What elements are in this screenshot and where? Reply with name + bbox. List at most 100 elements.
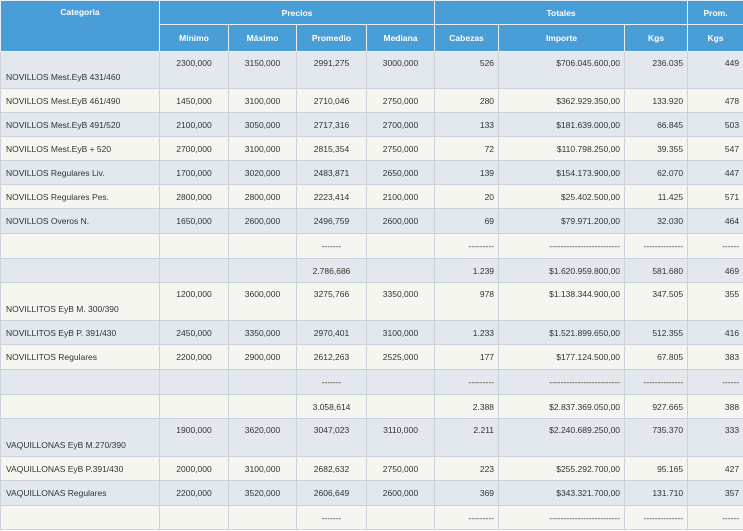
cell-importe: $110.798.250,00 bbox=[498, 136, 626, 161]
cell-promedio: ------- bbox=[296, 233, 367, 259]
cell-cabezas: 369 bbox=[434, 480, 500, 506]
cell-categoria: VAQUILLONAS EyB M.270/390 bbox=[0, 418, 160, 457]
cell-cabezas: 72 bbox=[434, 136, 500, 161]
cell-minimo: 2300,000 bbox=[159, 51, 229, 89]
cell-minimo: 2800,000 bbox=[159, 184, 229, 209]
cell-minimo: 1450,000 bbox=[159, 88, 229, 113]
cell-importe: ------------------------- bbox=[498, 505, 626, 530]
cell-importe: $1.620.959.800,00 bbox=[498, 258, 626, 283]
cell-mediana: 2700,000 bbox=[365, 112, 436, 137]
cell-promedio: 2.786,686 bbox=[296, 258, 367, 283]
cell-prom-kgs: 383 bbox=[687, 344, 743, 370]
cell-maximo: 3600,000 bbox=[228, 282, 297, 321]
cell-prom-kgs: ------ bbox=[687, 233, 743, 259]
cell-importe: $362.929.350,00 bbox=[498, 88, 626, 113]
cell-cabezas: 1.233 bbox=[434, 320, 500, 345]
cell-categoria: NOVILLOS Regulares Liv. bbox=[0, 160, 160, 185]
cell-maximo bbox=[228, 369, 297, 395]
cell-categoria: NOVILLOS Mest.EyB 461/490 bbox=[0, 88, 160, 113]
cell-prom-kgs: 478 bbox=[687, 88, 743, 113]
cell-maximo: 3050,000 bbox=[228, 112, 297, 137]
cell-promedio: 3.058,614 bbox=[296, 394, 367, 419]
cell-promedio: 2991,275 bbox=[296, 51, 367, 89]
table-row: NOVILLOS Mest.EyB 491/520 2100,000 3050,00… bbox=[0, 112, 743, 137]
cell-maximo: 3100,000 bbox=[228, 456, 297, 481]
cell-importe: $79.971.200,00 bbox=[498, 208, 626, 234]
cell-mediana: 2600,000 bbox=[365, 208, 436, 234]
cell-minimo: 1650,000 bbox=[159, 208, 229, 234]
cell-mediana: 3000,000 bbox=[365, 51, 436, 89]
cell-kgs: 11.425 bbox=[624, 184, 689, 209]
cell-prom-kgs: 388 bbox=[687, 394, 743, 419]
cell-categoria bbox=[0, 505, 160, 530]
cell-maximo: 3100,000 bbox=[228, 88, 297, 113]
table-row: ------- --------- ------------------------… bbox=[0, 369, 743, 395]
cell-minimo: 2100,000 bbox=[159, 112, 229, 137]
cell-maximo: 3520,000 bbox=[228, 480, 297, 506]
cell-cabezas: 2.388 bbox=[434, 394, 500, 419]
table-row: VAQUILLONAS EyB P.391/430 2000,000 3100,00… bbox=[0, 456, 743, 481]
cell-kgs: 512.355 bbox=[624, 320, 689, 345]
table-row: NOVILLOS Overos N. 1650,000 2600,000 2496,7… bbox=[0, 208, 743, 234]
cell-promedio: 2612,263 bbox=[296, 344, 367, 370]
cell-kgs: -------------- bbox=[624, 233, 689, 259]
cell-prom-kgs: ------ bbox=[687, 505, 743, 530]
header-mediana: Mediana bbox=[365, 24, 436, 52]
cell-promedio: 2606,649 bbox=[296, 480, 367, 506]
cell-mediana bbox=[365, 258, 436, 283]
cell-cabezas: --------- bbox=[434, 233, 500, 259]
cell-minimo: 1700,000 bbox=[159, 160, 229, 185]
cell-promedio: 2223,414 bbox=[296, 184, 367, 209]
cell-promedio: 2496,759 bbox=[296, 208, 367, 234]
cell-importe: ------------------------- bbox=[498, 369, 626, 395]
cell-kgs: 347.505 bbox=[624, 282, 689, 321]
cell-kgs: 133.920 bbox=[624, 88, 689, 113]
cell-maximo: 3150,000 bbox=[228, 51, 297, 89]
table-row: NOVILLITOS EyB P. 391/430 2450,000 3350,00… bbox=[0, 320, 743, 345]
cell-prom-kgs: 355 bbox=[687, 282, 743, 321]
header-cabezas: Cabezas bbox=[434, 24, 500, 52]
header-promedio: Promedio bbox=[296, 24, 367, 52]
table-body: NOVILLOS Mest.EyB 431/460 2300,000 3150,00… bbox=[0, 51, 743, 530]
cell-prom-kgs: 333 bbox=[687, 418, 743, 457]
cell-minimo: 1900,000 bbox=[159, 418, 229, 457]
cell-importe: $1.521.899.650,00 bbox=[498, 320, 626, 345]
cell-promedio: 3275,766 bbox=[296, 282, 367, 321]
cell-kgs: 66.845 bbox=[624, 112, 689, 137]
header-totales: Totales bbox=[434, 0, 689, 25]
cell-importe: $2.240.689.250,00 bbox=[498, 418, 626, 457]
cell-categoria: VAQUILLONAS Regulares bbox=[0, 480, 160, 506]
cell-prom-kgs: 427 bbox=[687, 456, 743, 481]
cell-promedio: 2970,401 bbox=[296, 320, 367, 345]
cell-promedio: ------- bbox=[296, 505, 367, 530]
cell-categoria bbox=[0, 258, 160, 283]
cell-minimo bbox=[159, 369, 229, 395]
cell-cabezas: 139 bbox=[434, 160, 500, 185]
cell-prom-kgs: 416 bbox=[687, 320, 743, 345]
cell-mediana bbox=[365, 233, 436, 259]
cell-mediana: 2100,000 bbox=[365, 184, 436, 209]
header-row-columns: Mínimo Máximo Promedio Mediana Cabezas I… bbox=[1, 24, 743, 52]
cell-maximo: 3100,000 bbox=[228, 136, 297, 161]
table-row: NOVILLOS Mest.EyB + 520 2700,000 3100,000 2… bbox=[0, 136, 743, 161]
table-row: NOVILLOS Mest.EyB 431/460 2300,000 3150,00… bbox=[0, 51, 743, 89]
cell-kgs: 32.030 bbox=[624, 208, 689, 234]
table-row: 3.058,614 2.388 $2.837.369.050,00 927.665 38… bbox=[0, 394, 743, 419]
header-importe: Importe bbox=[498, 24, 626, 52]
table-row: NOVILLITOS Regulares 2200,000 2900,000 2612… bbox=[0, 344, 743, 370]
table-row: NOVILLOS Regulares Pes. 2800,000 2800,000 2… bbox=[0, 184, 743, 209]
cell-cabezas: --------- bbox=[434, 369, 500, 395]
cell-cabezas: --------- bbox=[434, 505, 500, 530]
cell-minimo bbox=[159, 394, 229, 419]
cell-categoria: NOVILLOS Mest.EyB 431/460 bbox=[0, 51, 160, 89]
cell-minimo: 2700,000 bbox=[159, 136, 229, 161]
cell-maximo bbox=[228, 505, 297, 530]
cell-maximo bbox=[228, 394, 297, 419]
cell-importe: $154.173.900,00 bbox=[498, 160, 626, 185]
cell-promedio: 2717,316 bbox=[296, 112, 367, 137]
cell-prom-kgs: 447 bbox=[687, 160, 743, 185]
header-precios: Precios bbox=[158, 0, 436, 25]
cell-promedio: 2483,871 bbox=[296, 160, 367, 185]
cell-maximo bbox=[228, 258, 297, 283]
cell-cabezas: 177 bbox=[434, 344, 500, 370]
